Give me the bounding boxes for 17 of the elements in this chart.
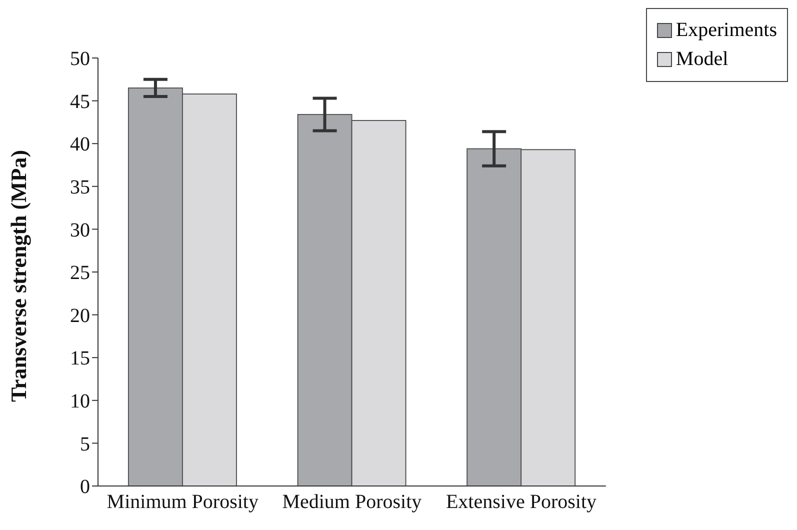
legend-label: Experiments [676,19,777,42]
x-tick-label: Extensive Porosity [446,491,597,514]
x-tick-label: Medium Porosity [282,491,422,514]
y-tick-label: 50 [70,48,90,70]
y-tick-label: 20 [70,304,90,327]
y-tick-label: 40 [70,134,90,156]
x-tick-label: Minimum Porosity [106,491,259,514]
y-tick-label: 45 [70,90,90,113]
y-tick-label: 35 [70,176,90,198]
y-tick-label: 10 [70,390,90,412]
legend-label: Model [676,48,728,71]
y-tick-label: 5 [80,433,90,456]
y-tick-label: 15 [70,348,90,370]
y-tick-label: 25 [70,262,90,284]
y-tick-label: 30 [70,219,90,242]
y-axis-title: Transverse strength (MPa) [6,150,31,402]
y-tick-label: 0 [80,476,90,498]
